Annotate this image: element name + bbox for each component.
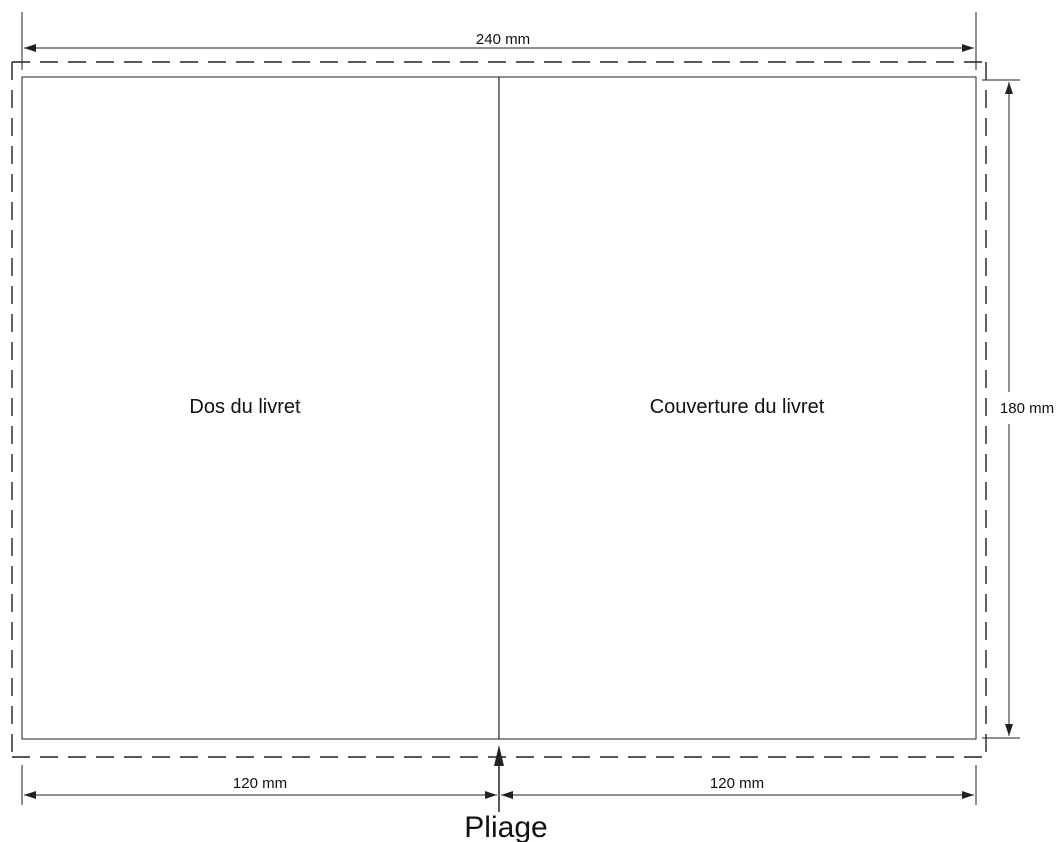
top-dimension [21,12,977,70]
right-dimension [982,79,1020,739]
bottom-dimension [21,765,977,805]
fold-label: Pliage [464,811,547,842]
total-width-label: 240 mm [476,31,530,48]
front-cover-label: Couverture du livret [650,396,825,418]
height-label: 180 mm [1000,400,1054,417]
right-panel-width-label: 120 mm [710,775,764,792]
fold-pointer-arrowhead [494,745,504,766]
fold-pointer [494,745,504,812]
back-cover-label: Dos du livret [189,396,301,418]
left-panel-width-label: 120 mm [233,775,287,792]
